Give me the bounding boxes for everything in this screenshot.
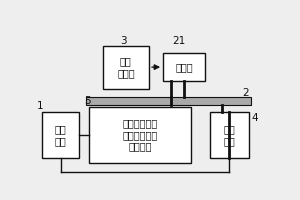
Bar [89,107,191,163]
Bar [210,112,249,158]
Text: 2: 2 [242,88,249,98]
Text: 存储
设备: 存储 设备 [55,124,67,146]
Bar [86,97,251,105]
Text: 1: 1 [37,101,43,111]
Text: 4: 4 [252,113,258,123]
Bar [103,46,149,89]
Text: 压电
陶瓷: 压电 陶瓷 [224,124,235,146]
Text: 5: 5 [84,96,91,106]
Text: 3: 3 [120,36,127,46]
Text: 激振器: 激振器 [175,62,193,72]
Text: 待检测的超声
定子与压电陶
瓷复合体: 待检测的超声 定子与压电陶 瓷复合体 [122,118,158,151]
Text: 信号
放大器: 信号 放大器 [117,56,135,78]
Bar [42,112,79,158]
Text: 21: 21 [173,36,186,46]
Bar [163,53,205,81]
